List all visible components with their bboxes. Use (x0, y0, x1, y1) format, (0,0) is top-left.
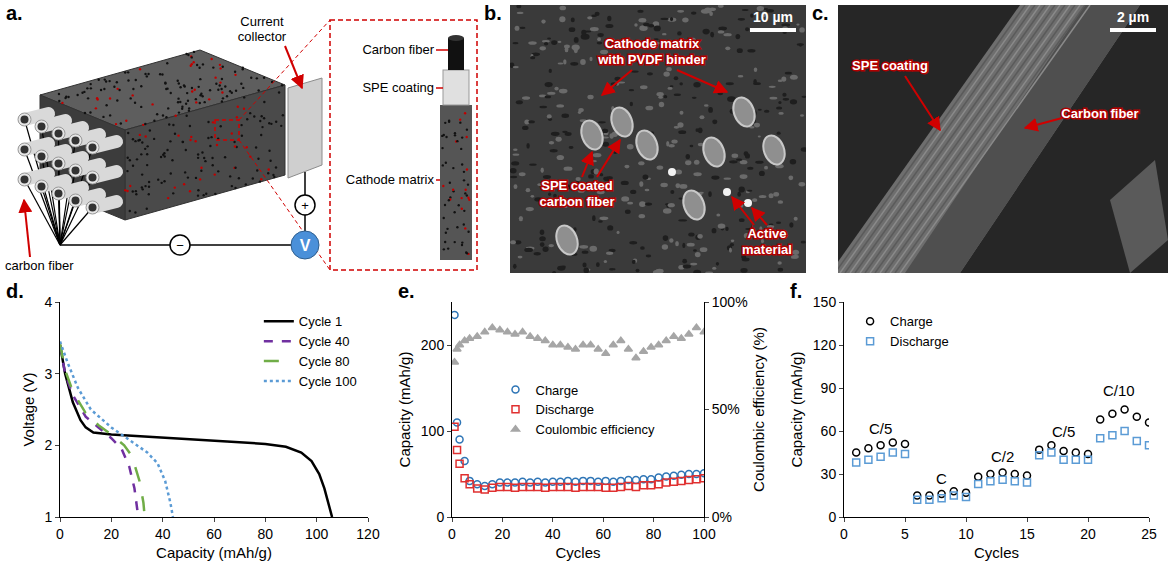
svg-text:80: 80 (646, 526, 662, 542)
svg-text:Capacity (mAh/g): Capacity (mAh/g) (788, 352, 805, 468)
svg-text:15: 15 (1019, 526, 1035, 542)
svg-text:Cycle 80: Cycle 80 (299, 354, 350, 369)
svg-text:100%: 100% (712, 294, 748, 310)
svg-text:10: 10 (958, 526, 974, 542)
svg-text:100: 100 (421, 423, 445, 439)
html-text:d.: d. (6, 280, 24, 302)
svg-text:4: 4 (44, 294, 52, 310)
svg-text:0: 0 (56, 526, 64, 542)
svg-text:20: 20 (1080, 526, 1096, 542)
svg-text:Cycle 40: Cycle 40 (299, 334, 350, 349)
svg-text:60: 60 (595, 526, 611, 542)
svg-text:90: 90 (821, 380, 837, 396)
svg-text:Charge: Charge (536, 383, 579, 398)
svg-text:Cycles: Cycles (555, 544, 600, 561)
svg-text:Current: Current (240, 14, 284, 29)
svg-text:40: 40 (155, 526, 171, 542)
svg-text:5: 5 (901, 526, 909, 542)
html-text:c.: c. (812, 2, 829, 24)
svg-text:50%: 50% (712, 401, 740, 417)
svg-text:Discharge: Discharge (890, 334, 949, 349)
svg-text:Capacity (mAh/g): Capacity (mAh/g) (156, 544, 272, 561)
svg-text:0%: 0% (712, 509, 732, 525)
svg-text:material: material (742, 242, 792, 257)
svg-text:40: 40 (545, 526, 561, 542)
html-text:a.: a. (6, 2, 23, 24)
svg-text:200: 200 (421, 337, 445, 353)
svg-text:2: 2 (44, 437, 52, 453)
svg-text:Charge: Charge (890, 314, 933, 329)
html-text:f.: f. (790, 280, 803, 302)
svg-text:V: V (300, 237, 311, 254)
svg-text:3: 3 (44, 366, 52, 382)
svg-text:−: − (176, 238, 184, 253)
svg-text:collector: collector (238, 29, 287, 44)
svg-text:80: 80 (258, 526, 274, 542)
svg-text:Coulombic efficiency (%): Coulombic efficiency (%) (750, 327, 767, 492)
svg-text:carbon fiber: carbon fiber (539, 194, 614, 209)
svg-text:0: 0 (840, 526, 848, 542)
svg-text:carbon fiber: carbon fiber (5, 258, 74, 273)
svg-text:Carbon fiber: Carbon fiber (362, 42, 434, 57)
svg-text:C: C (936, 470, 947, 487)
svg-text:Capacity (mAh/g): Capacity (mAh/g) (396, 352, 413, 468)
svg-text:with PVDF binder: with PVDF binder (597, 52, 706, 67)
svg-text:SPE coated: SPE coated (541, 178, 613, 193)
svg-text:Cathode matrix: Cathode matrix (605, 36, 700, 51)
svg-text:120: 120 (356, 526, 380, 542)
svg-text:Carbon fiber: Carbon fiber (1061, 106, 1138, 121)
html-text:e.: e. (398, 280, 415, 302)
svg-text:0: 0 (436, 509, 444, 525)
svg-text:2 µm: 2 µm (1117, 9, 1149, 25)
svg-text:Cycle 1: Cycle 1 (299, 314, 342, 329)
svg-text:C/5: C/5 (1052, 423, 1075, 440)
svg-text:60: 60 (206, 526, 222, 542)
svg-text:Voltage (V): Voltage (V) (20, 372, 37, 446)
svg-text:Cathode matrix: Cathode matrix (346, 172, 435, 187)
svg-text:Discharge: Discharge (536, 402, 595, 417)
svg-text:120: 120 (813, 337, 837, 353)
svg-text:100: 100 (692, 526, 716, 542)
svg-text:Cycles: Cycles (974, 544, 1019, 561)
svg-text:0: 0 (828, 509, 836, 525)
svg-text:0: 0 (448, 526, 456, 542)
svg-text:20: 20 (104, 526, 120, 542)
html-text:b.: b. (484, 2, 502, 24)
svg-text:25: 25 (1141, 526, 1157, 542)
svg-text:Cycle 100: Cycle 100 (299, 374, 357, 389)
svg-text:C/2: C/2 (991, 448, 1014, 465)
svg-text:C/10: C/10 (1103, 382, 1135, 399)
svg-text:1: 1 (44, 509, 52, 525)
svg-text:+: + (301, 198, 309, 213)
svg-text:30: 30 (821, 466, 837, 482)
svg-text:C/5: C/5 (869, 420, 892, 437)
svg-text:SPE coating: SPE coating (852, 58, 928, 73)
svg-text:150: 150 (813, 294, 837, 310)
svg-text:60: 60 (821, 423, 837, 439)
svg-text:Coulombic efficiency: Coulombic efficiency (536, 422, 655, 437)
svg-text:100: 100 (305, 526, 329, 542)
svg-text:10 µm: 10 µm (753, 9, 793, 25)
svg-text:SPE coating: SPE coating (362, 80, 434, 95)
svg-text:20: 20 (495, 526, 511, 542)
svg-text:Active: Active (747, 226, 786, 241)
